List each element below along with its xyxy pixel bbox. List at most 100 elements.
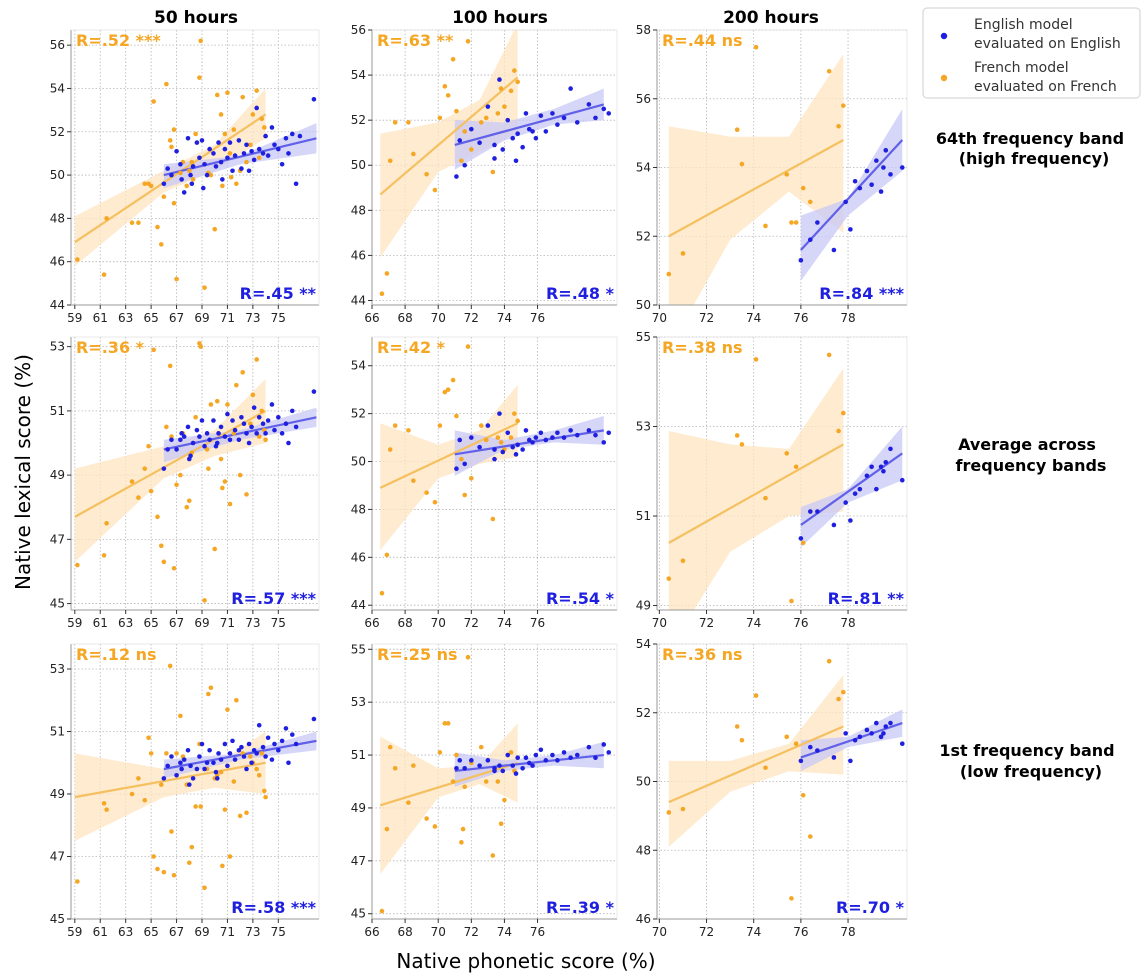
- r-label-english: R=.58 ***: [231, 898, 316, 917]
- point-french: [193, 414, 198, 420]
- point-french: [411, 478, 416, 483]
- point-english: [188, 763, 193, 769]
- panel-frame: [371, 336, 618, 611]
- point-french: [445, 93, 451, 98]
- x-tick-label: 67: [169, 311, 184, 325]
- point-english: [272, 142, 277, 148]
- confidence-band-french: [74, 731, 266, 841]
- point-french: [256, 155, 262, 161]
- x-axis-title: Native phonetic score (%): [396, 949, 655, 973]
- y-tick-label: 46: [351, 248, 366, 262]
- x-tick-label: 78: [840, 311, 855, 325]
- point-french: [234, 697, 239, 703]
- point-french: [512, 411, 517, 416]
- x-tick-label: 74: [746, 925, 761, 939]
- point-french: [442, 84, 448, 89]
- point-english: [236, 437, 242, 443]
- point-english: [883, 724, 889, 729]
- point-french: [244, 810, 249, 816]
- point-english: [269, 125, 275, 130]
- x-tick-label: 72: [699, 925, 714, 939]
- point-french: [208, 172, 214, 178]
- point-english: [798, 758, 804, 764]
- point-english: [283, 135, 289, 141]
- point-french: [225, 402, 230, 407]
- point-french: [263, 437, 268, 443]
- point-english: [169, 437, 174, 443]
- point-english: [883, 460, 889, 465]
- point-english: [454, 466, 459, 472]
- point-english: [286, 151, 291, 156]
- point-english: [190, 164, 196, 169]
- point-english: [601, 440, 607, 445]
- point-english: [520, 447, 525, 452]
- point-english: [543, 437, 549, 443]
- point-english: [218, 424, 224, 430]
- x-tick-label: 74: [497, 925, 512, 939]
- y-tick-label: 55: [636, 330, 651, 344]
- point-english: [161, 466, 167, 471]
- y-tick-label: 49: [351, 801, 366, 815]
- point-english: [246, 440, 252, 446]
- r-label-english: R=.57 ***: [231, 589, 316, 608]
- legend-marker-french: [940, 74, 948, 82]
- point-english: [169, 754, 174, 759]
- point-english: [216, 140, 221, 145]
- point-english: [883, 148, 889, 153]
- point-english: [178, 760, 183, 766]
- point-french: [178, 472, 183, 478]
- y-tick-label: 50: [50, 168, 65, 182]
- panel-r2-c1: 66 68 70 72 74 76 45 47 49 51 53 55 R=.25 ns R=.39 *: [351, 642, 618, 939]
- point-english: [272, 427, 277, 433]
- point-french: [256, 434, 262, 439]
- point-english: [178, 437, 183, 443]
- column-title-50h: 50 hours: [154, 8, 238, 28]
- point-french: [763, 495, 768, 501]
- x-tick-label: 66: [364, 616, 379, 630]
- point-english: [204, 760, 210, 766]
- point-french: [148, 751, 154, 756]
- x-tick-label: 63: [118, 616, 133, 630]
- point-english: [197, 434, 202, 439]
- y-tick-label: 51: [50, 725, 65, 739]
- svg-text:(high frequency): (high frequency): [959, 149, 1110, 168]
- point-english: [283, 421, 289, 427]
- point-english: [530, 129, 535, 134]
- point-english: [218, 159, 224, 165]
- point-english: [543, 129, 549, 134]
- point-english: [500, 147, 506, 152]
- x-tick-label: 63: [118, 925, 133, 939]
- point-english: [276, 414, 281, 420]
- x-tick-label: 59: [67, 616, 82, 630]
- point-english: [469, 435, 474, 440]
- point-english: [513, 771, 519, 776]
- y-tick-label: 49: [50, 468, 65, 482]
- panel-frame: [70, 336, 320, 611]
- point-english: [831, 522, 837, 528]
- x-tick-label: 65: [143, 311, 158, 325]
- point-french: [104, 520, 109, 526]
- panel-frame: [371, 643, 618, 920]
- point-english: [174, 772, 179, 778]
- plot-area: [666, 44, 905, 305]
- svg-text:frequency bands: frequency bands: [956, 456, 1107, 475]
- point-french: [161, 869, 167, 875]
- point-french: [826, 658, 832, 664]
- point-french: [387, 744, 393, 750]
- point-english: [523, 428, 529, 433]
- point-english: [878, 464, 884, 470]
- y-tick-label: 55: [351, 642, 366, 656]
- x-tick-label: 74: [497, 311, 512, 325]
- point-english: [568, 755, 573, 761]
- regression-line-french: [668, 443, 844, 544]
- point-french: [808, 834, 813, 839]
- plot-area: [74, 341, 317, 603]
- point-english: [500, 768, 506, 774]
- point-english: [230, 418, 235, 423]
- point-french: [753, 693, 759, 698]
- point-french: [800, 185, 806, 191]
- point-english: [174, 148, 179, 154]
- point-english: [197, 754, 202, 759]
- confidence-band-french: [380, 384, 518, 551]
- point-english: [222, 146, 228, 152]
